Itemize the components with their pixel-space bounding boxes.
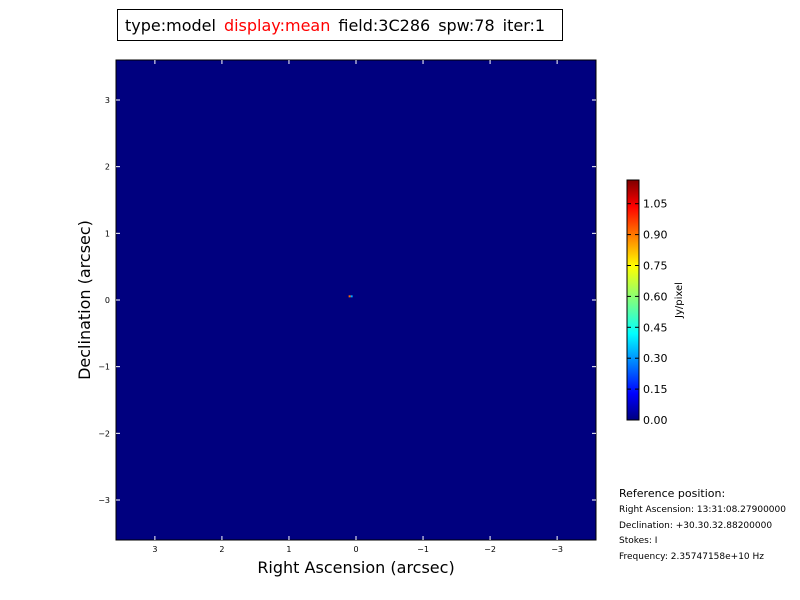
colorbar-tick-label: 0.90 bbox=[643, 229, 668, 242]
colorbar-tick-label: 0.15 bbox=[643, 383, 668, 396]
colorbar-tick-label: 0.60 bbox=[643, 290, 668, 303]
reference-frequency: Frequency: 2.35747158e+10 Hz bbox=[619, 551, 765, 562]
y-tick-label: 0 bbox=[105, 296, 110, 305]
image-background bbox=[115, 59, 597, 541]
y-tick-label: −3 bbox=[98, 496, 110, 505]
x-tick-label: −1 bbox=[417, 545, 429, 554]
title-field: field:3C286 bbox=[338, 15, 431, 35]
y-tick-label: −1 bbox=[98, 363, 110, 372]
reference-dec: Declination: +30.30.32.88200000 bbox=[619, 520, 773, 531]
y-axis-label: Declination (arcsec) bbox=[75, 220, 94, 380]
title-iter: iter:1 bbox=[502, 15, 546, 35]
reference-info: Reference position: Right Ascension: 13:… bbox=[619, 485, 786, 565]
x-axis-label: Right Ascension (arcsec) bbox=[257, 558, 454, 577]
reference-ra: Right Ascension: 13:31:08.27900000 bbox=[619, 505, 786, 515]
title-type: type:model bbox=[125, 15, 216, 35]
colorbar bbox=[626, 179, 640, 421]
y-tick-label: 3 bbox=[105, 96, 110, 105]
plot-title: type:model display:mean field:3C286 spw:… bbox=[117, 9, 563, 41]
x-tick-label: 0 bbox=[353, 545, 358, 554]
source-pixel bbox=[350, 295, 353, 298]
reference-stokes: Stokes: I bbox=[619, 536, 658, 546]
y-tick-label: 2 bbox=[105, 163, 110, 172]
y-tick-label: 1 bbox=[105, 229, 110, 238]
colorbar-tick-label: 0.75 bbox=[643, 259, 668, 272]
x-tick-label: 3 bbox=[152, 545, 157, 554]
y-tick-label: −2 bbox=[98, 429, 110, 438]
reference-heading: Reference position: bbox=[619, 487, 726, 500]
x-tick-label: −2 bbox=[484, 545, 496, 554]
x-tick-label: −3 bbox=[551, 545, 563, 554]
title-display: display:mean bbox=[223, 15, 331, 35]
source-pixel bbox=[348, 295, 351, 298]
colorbar-tick-label: 1.05 bbox=[643, 198, 668, 211]
colorbar-label: Jy/pixel bbox=[674, 282, 685, 319]
colorbar-tick-label: 0.30 bbox=[643, 352, 668, 365]
colorbar-tick-label: 0.00 bbox=[643, 414, 668, 427]
title-spw: spw:78 bbox=[438, 15, 495, 35]
x-tick-label: 2 bbox=[219, 545, 224, 554]
colorbar-tick-label: 0.45 bbox=[643, 321, 668, 334]
x-tick-label: 1 bbox=[286, 545, 291, 554]
